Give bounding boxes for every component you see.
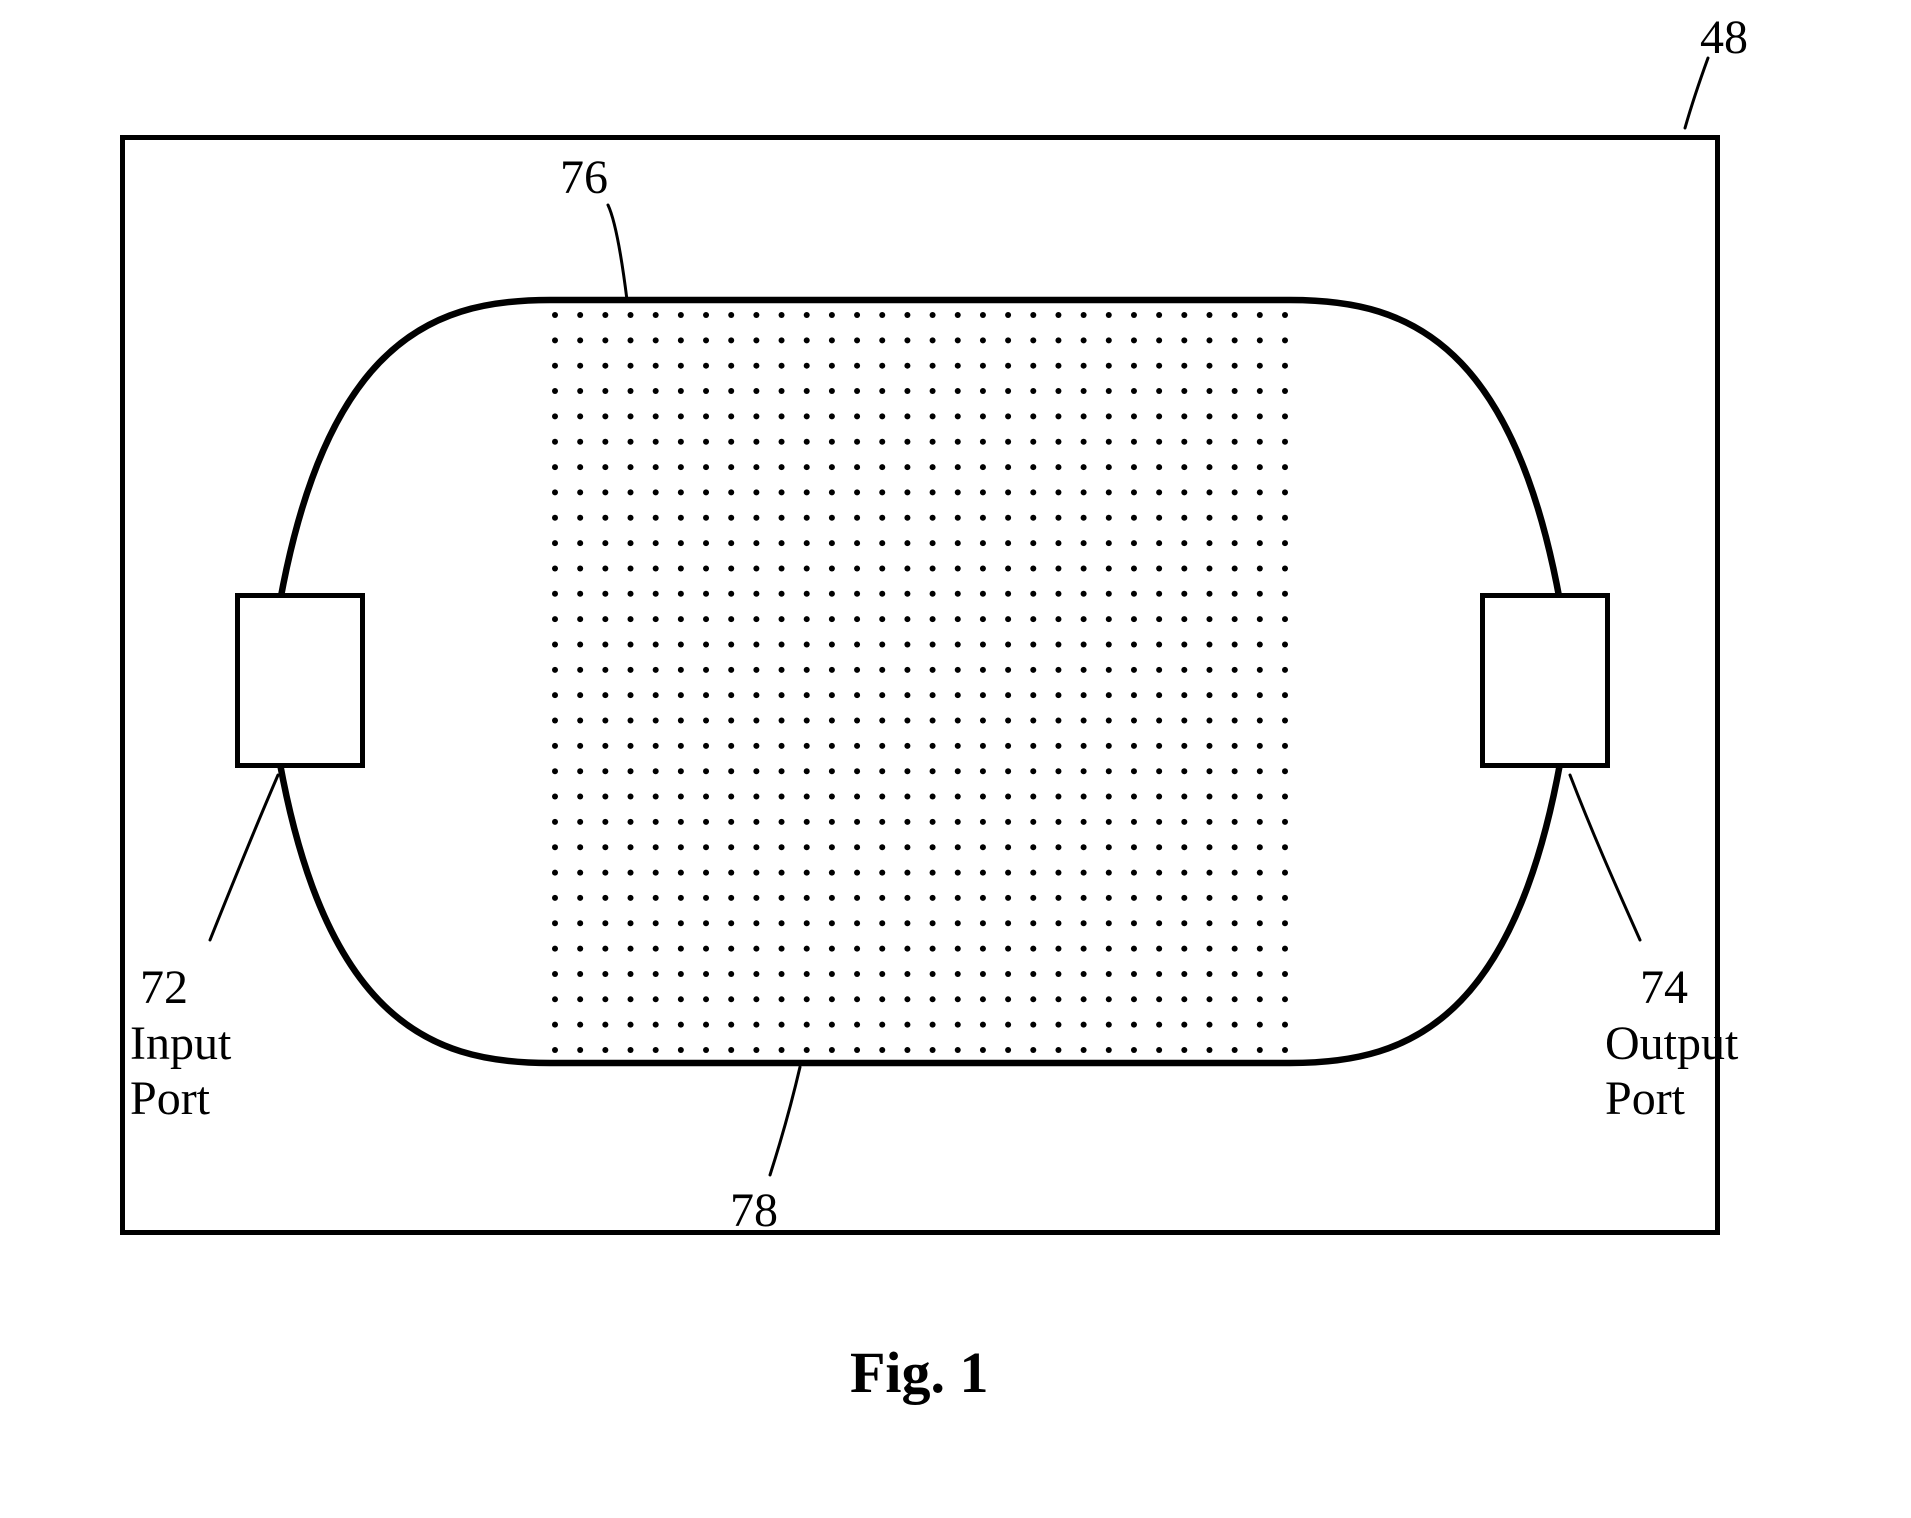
ref-74-number: 74: [1640, 960, 1688, 1015]
ref-78: 78: [730, 1183, 778, 1238]
ref-48: 48: [1700, 10, 1748, 65]
figure-root: { "canvas": { "width": 1911, "height": 1…: [0, 0, 1911, 1518]
figure-caption: Fig. 1: [850, 1340, 989, 1407]
ref-76: 76: [560, 150, 608, 205]
output-port: [1480, 593, 1610, 768]
ref-72-number: 72: [140, 960, 188, 1015]
output-port-label: Output Port: [1605, 1016, 1738, 1126]
input-port-label: Input Port: [130, 1016, 231, 1126]
input-port: [235, 593, 365, 768]
